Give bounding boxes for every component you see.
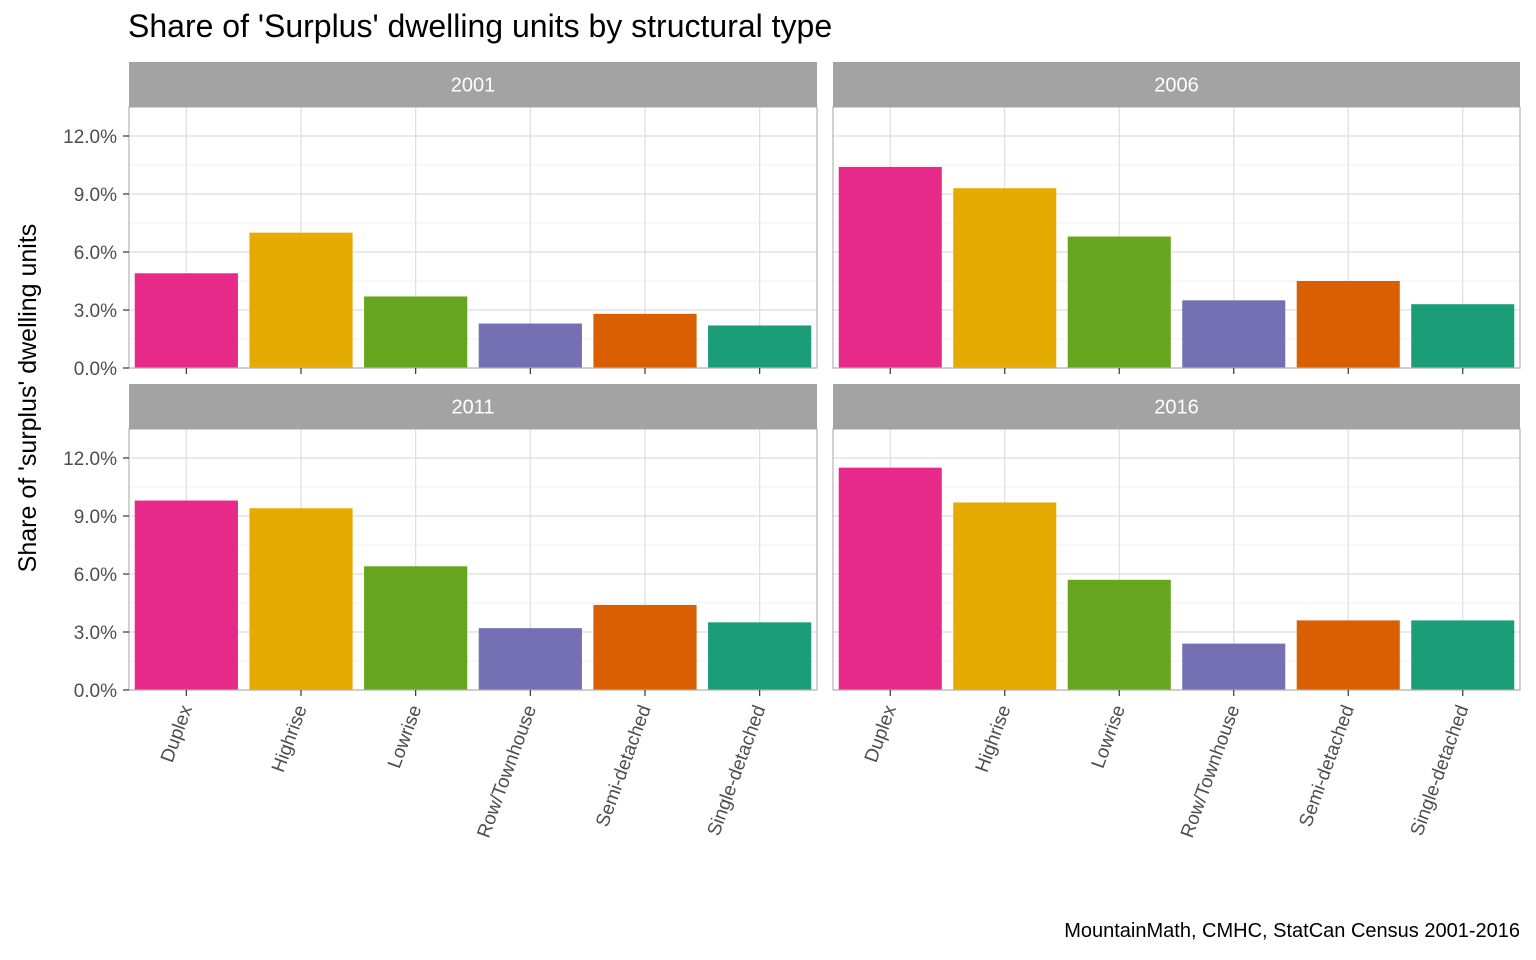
y-tick-label: 0.0% (74, 359, 117, 380)
y-tick-label: 9.0% (74, 185, 117, 206)
bar-2016-duplex (838, 467, 942, 690)
bar-2006-duplex (838, 166, 942, 368)
y-axis-title: Share of 'surplus' dwelling units (14, 224, 42, 573)
bar-2006-semi-detached (1296, 281, 1400, 368)
x-tick-label: Row/Townhouse (474, 703, 541, 841)
y-tick-label: 6.0% (74, 565, 117, 586)
facet-strip (129, 62, 817, 107)
facet-strip (833, 384, 1520, 429)
bar-2006-single-detached (1411, 304, 1515, 368)
bar-2011-lowrise (364, 566, 468, 690)
facet-label: 2006 (1154, 75, 1199, 97)
bar-2001-lowrise (364, 296, 468, 368)
y-tick-label: 12.0% (63, 127, 117, 148)
bar-2001-semi-detached (593, 313, 697, 368)
x-tick-label: Lowrise (1088, 703, 1130, 772)
bar-2016-highrise (953, 502, 1057, 690)
bar-2006-highrise (953, 188, 1057, 368)
facet-label: 2001 (451, 75, 496, 97)
y-tick-label: 9.0% (74, 507, 117, 528)
bar-2016-single-detached (1411, 620, 1515, 690)
panel-background (129, 107, 817, 368)
x-tick-label: Single-detached (1407, 703, 1474, 839)
x-tick-label: Duplex (157, 702, 197, 765)
x-tick-label: Single-detached (704, 703, 771, 839)
panel-background (129, 429, 817, 690)
bar-2011-semi-detached (593, 604, 697, 690)
facet-label: 2011 (451, 397, 494, 419)
bar-2016-row-townhouse (1182, 643, 1286, 690)
bar-2001-highrise (249, 232, 353, 368)
bar-2001-duplex (134, 273, 238, 368)
x-tick-label: Duplex (861, 702, 901, 765)
chart-caption: MountainMath, CMHC, StatCan Census 2001-… (1064, 920, 1520, 942)
x-tick-label: Lowrise (384, 703, 426, 772)
panel-background (833, 107, 1520, 368)
x-tick-label: Semi-detached (1296, 703, 1359, 830)
bar-2006-row-townhouse (1182, 300, 1286, 368)
facet-label: 2016 (1154, 397, 1199, 419)
bar-2016-semi-detached (1296, 620, 1400, 690)
bar-2001-row-townhouse (478, 323, 582, 368)
facet-strip (129, 384, 817, 429)
bar-2011-duplex (134, 500, 238, 690)
bar-2011-single-detached (708, 622, 812, 690)
y-tick-label: 12.0% (63, 449, 117, 470)
y-tick-label: 0.0% (74, 681, 117, 702)
chart-title: Share of 'Surplus' dwelling units by str… (128, 8, 833, 44)
y-tick-label: 6.0% (74, 243, 117, 264)
facet-strip (833, 62, 1520, 107)
x-tick-label: Row/Townhouse (1177, 703, 1244, 841)
y-tick-label: 3.0% (74, 301, 117, 322)
bar-2001-single-detached (708, 325, 812, 368)
bar-2011-highrise (249, 508, 353, 690)
y-tick-label: 3.0% (74, 623, 117, 644)
panel-background (833, 429, 1520, 690)
bar-2006-lowrise (1067, 236, 1171, 368)
bar-2016-lowrise (1067, 579, 1171, 690)
bar-2011-row-townhouse (478, 628, 582, 690)
x-tick-label: Semi-detached (592, 703, 655, 830)
x-tick-label: Highrise (972, 703, 1016, 776)
x-tick-label: Highrise (268, 703, 312, 776)
